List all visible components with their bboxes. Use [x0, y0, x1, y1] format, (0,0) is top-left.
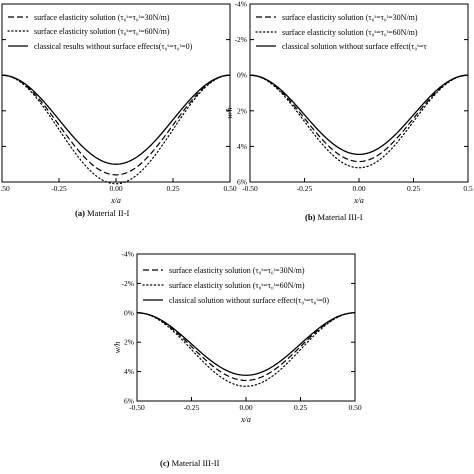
x-tick-label: -0.50: [0, 184, 10, 193]
x-axis-label: x/a: [110, 196, 121, 205]
legend-label: surface elasticity solution (τ₀ˢ=τ₀ᵗ=30N…: [169, 266, 305, 275]
legend: surface elasticity solution (τ₀ˢ=τ₀ᵗ=30N…: [7, 13, 193, 51]
series-line-dashed: [136, 312, 356, 382]
y-tick-label: -2%: [235, 35, 248, 44]
y-axis-label: w/h: [225, 107, 234, 119]
legend-label: classical results without surface effect…: [34, 42, 193, 51]
y-tick-label: 0%: [124, 308, 134, 317]
caption-letter: (c): [160, 458, 170, 468]
caption-text: Material II-I: [87, 208, 129, 218]
x-tick-label: 0.50: [348, 403, 361, 412]
y-tick-label: 2%: [237, 106, 247, 115]
series-line-dotted: [249, 74, 469, 169]
x-tick-label: 0.25: [166, 184, 179, 193]
y-tick-label: -4%: [235, 0, 248, 9]
x-tick-label: 0.25: [294, 403, 307, 412]
x-axis-label: x/a: [240, 415, 251, 424]
x-tick-label: 0.5: [463, 184, 473, 193]
x-tick-label: 0.25: [407, 184, 420, 193]
legend-label: classical solution without surface effec…: [282, 42, 427, 51]
x-tick-label: -0.50: [242, 184, 258, 193]
y-tick-label: 0%: [237, 71, 247, 80]
legend-label: surface elasticity solution (τ₀ˢ=τ₀ᵗ=60N…: [34, 27, 170, 36]
legend-label: surface elasticity solution (τ₀ˢ=τ₀ᵗ=30N…: [34, 13, 170, 22]
y-tick-label: 4%: [237, 142, 247, 151]
chart-panel-b: -0.50 -0.25 0.00 0.25 0.5 -4% -2% 0% 2% 4% 6% x/a w/…: [225, 0, 473, 222]
panel-caption: (a) Material II-I: [75, 208, 129, 218]
caption-letter: (a): [75, 208, 85, 218]
series-line-dashed: [249, 74, 469, 163]
panel-caption: (b) Material III-I: [305, 212, 363, 222]
series-line-solid: [249, 74, 469, 156]
x-tick-label: 0.00: [352, 184, 365, 193]
x-tick-label: -0.25: [184, 403, 200, 412]
chart-panel-a: -0.50 -0.25 0.00 0.25 0.50 x/a surface elastic…: [0, 3, 237, 218]
series-line-dashed: [1, 74, 231, 176]
x-tick-label: 0.50: [223, 184, 236, 193]
panel-caption: (c) Material III-II: [160, 458, 220, 468]
chart-panel-c: -0.50 -0.25 0.00 0.25 0.50 -4% -2% 0% 2% 4% 6% x/a w…: [113, 250, 362, 469]
legend-label: surface elasticity solution (τ₀ˢ=τ₀ᵗ=30N…: [282, 13, 418, 22]
caption-letter: (b): [305, 212, 316, 222]
series-line-dotted: [1, 74, 231, 185]
legend-label: classical solution without surface effec…: [169, 296, 329, 305]
x-tick-label: 0.00: [239, 403, 252, 412]
x-axis-label: x/a: [353, 196, 364, 205]
series-line-solid: [1, 74, 231, 165]
caption-text: Material III-I: [318, 212, 363, 222]
y-tick-label: 6%: [124, 397, 134, 406]
legend-label: surface elasticity solution (τ₀ˢ=τ₀ᵗ=60N…: [282, 28, 418, 37]
x-tick-label: -0.50: [129, 403, 145, 412]
y-tick-label: 4%: [124, 367, 134, 376]
x-tick-label: -0.25: [51, 184, 67, 193]
x-tick-label: -0.25: [297, 184, 313, 193]
legend: surface elasticity solution (τ₀ˢ=τ₀ᵗ=30N…: [142, 266, 329, 305]
series-line-dotted: [136, 312, 356, 387]
y-tick-label: 2%: [124, 338, 134, 347]
caption-text: Material III-II: [172, 458, 220, 468]
y-tick-label: -2%: [122, 279, 135, 288]
y-axis-label: w/h: [113, 342, 122, 354]
y-tick-label: -4%: [122, 250, 135, 259]
legend: surface elasticity solution (τ₀ˢ=τ₀ᵗ=30N…: [255, 13, 427, 51]
x-tick-label: 0.00: [109, 184, 122, 193]
series-line-solid: [136, 312, 356, 376]
y-tick-label: 6%: [237, 178, 247, 187]
legend-label: surface elasticity solution (τ₀ˢ=τ₀ᵗ=60N…: [169, 281, 305, 290]
